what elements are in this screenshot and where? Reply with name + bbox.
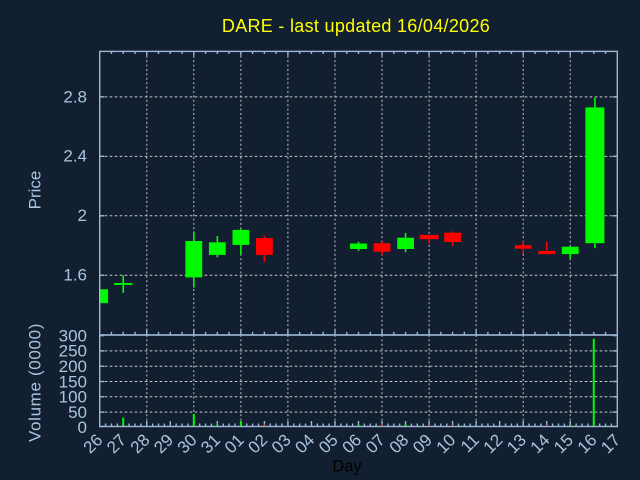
svg-text:2: 2 — [78, 206, 87, 225]
svg-text:2.4: 2.4 — [63, 147, 87, 166]
svg-text:Price: Price — [26, 171, 45, 210]
svg-text:1.6: 1.6 — [63, 266, 87, 285]
svg-text:250: 250 — [59, 342, 87, 361]
svg-text:Volume (0000): Volume (0000) — [26, 323, 45, 442]
svg-text:0: 0 — [78, 418, 87, 437]
svg-text:300: 300 — [59, 326, 87, 345]
svg-text:100: 100 — [59, 388, 87, 407]
svg-text:Day: Day — [332, 458, 362, 476]
svg-text:2.8: 2.8 — [63, 87, 87, 106]
svg-text:200: 200 — [59, 357, 87, 376]
svg-text:DARE - last updated 16/04/2026: DARE - last updated 16/04/2026 — [222, 16, 490, 36]
svg-text:50: 50 — [68, 403, 87, 422]
svg-text:150: 150 — [59, 372, 87, 391]
